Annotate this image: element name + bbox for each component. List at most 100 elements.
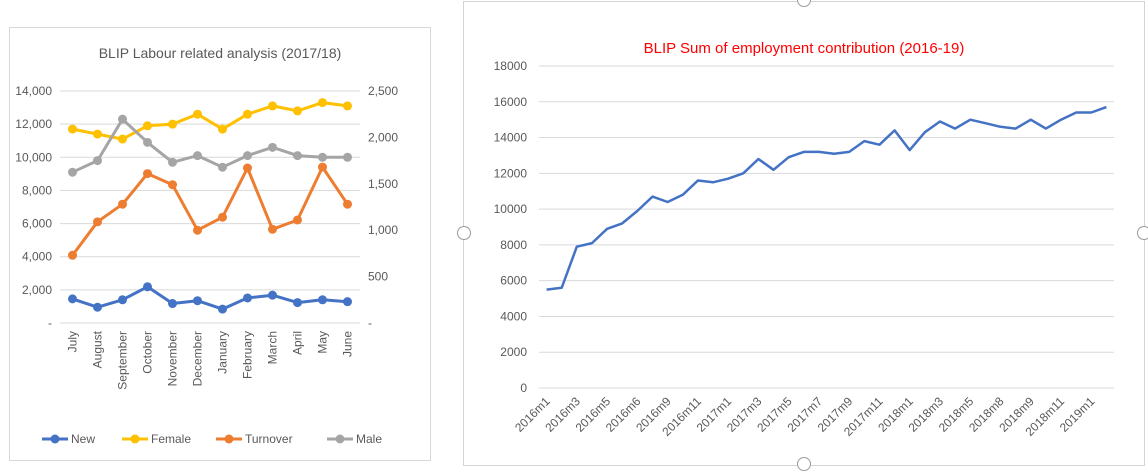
data-point-new <box>93 302 102 312</box>
chart-title: BLIP Sum of employment contribution (201… <box>644 40 965 57</box>
data-point-female <box>68 124 77 134</box>
data-point-new <box>318 295 327 305</box>
data-point-turnover <box>118 199 127 209</box>
data-point-female <box>93 129 102 139</box>
x-tick-label: April <box>291 331 305 355</box>
data-point-turnover <box>168 180 177 190</box>
chart-title: BLIP Labour related analysis (2017/18) <box>99 45 342 61</box>
y-right-tick-label: 1,000 <box>368 223 398 237</box>
legend-marker <box>224 434 234 444</box>
y-tick-label: 2000 <box>500 345 527 359</box>
data-point-turnover <box>218 212 227 222</box>
data-point-male <box>243 151 252 161</box>
x-tick-label: May <box>316 331 330 354</box>
y-left-tick-label: 8,000 <box>22 183 52 197</box>
data-point-female <box>268 101 277 111</box>
data-point-female <box>243 109 252 119</box>
data-point-female <box>218 124 227 134</box>
data-point-male <box>168 157 177 167</box>
legend-label: Male <box>356 432 382 446</box>
data-point-male <box>268 142 277 152</box>
legend-label: New <box>71 432 95 446</box>
data-point-female <box>193 109 202 119</box>
x-tick-label: August <box>91 330 105 368</box>
data-point-new <box>243 293 252 303</box>
data-point-male <box>318 152 327 162</box>
y-left-tick-label: 14,000 <box>15 84 52 98</box>
data-point-turnover <box>318 162 327 172</box>
x-tick-label: November <box>166 331 180 386</box>
data-point-turnover <box>193 225 202 235</box>
data-point-female <box>168 119 177 129</box>
data-point-female <box>118 134 127 144</box>
y-left-tick-label: 4,000 <box>22 250 52 264</box>
series-line-turnover <box>71 165 349 257</box>
x-tick-label: December <box>191 331 205 386</box>
y-tick-label: 4000 <box>500 309 527 323</box>
data-point-new <box>293 298 302 308</box>
data-point-new <box>168 299 177 309</box>
data-point-male <box>343 152 352 162</box>
series-line-male <box>71 117 348 174</box>
data-point-new <box>143 282 152 292</box>
data-point-new <box>268 290 277 300</box>
data-point-male <box>293 151 302 161</box>
data-point-male <box>143 137 152 147</box>
employment-contribution-chart: BLIP Sum of employment contribution (201… <box>494 40 1114 439</box>
legend-marker <box>130 434 140 444</box>
data-point-turnover <box>93 217 102 227</box>
data-point-new <box>218 304 227 314</box>
data-point-male <box>68 167 77 177</box>
data-point-new <box>343 297 352 307</box>
y-tick-label: 10000 <box>494 202 528 216</box>
y-left-tick-label: 12,000 <box>15 117 52 131</box>
y-right-tick-label: 2,500 <box>368 84 398 98</box>
data-point-turnover <box>268 224 277 234</box>
legend-marker <box>335 434 345 444</box>
y-right-tick-label: 1,500 <box>368 177 398 191</box>
labour-analysis-chart: BLIP Labour related analysis (2017/18) -… <box>15 45 398 446</box>
x-tick-label: January <box>216 331 230 374</box>
data-point-new <box>193 296 202 306</box>
y-right-tick-label: 500 <box>368 270 388 284</box>
y-right-tick-label: 2,000 <box>368 130 398 144</box>
x-tick-label: March <box>266 331 280 364</box>
labour-analysis-chart-panel: BLIP Labour related analysis (2017/18) -… <box>9 27 431 461</box>
data-point-female <box>293 106 302 116</box>
x-tick-label: October <box>141 331 155 374</box>
legend-label: Female <box>151 432 191 446</box>
series-line-employment <box>546 105 1107 291</box>
employment-contribution-chart-panel: BLIP Sum of employment contribution (201… <box>463 1 1145 466</box>
x-tick-label: July <box>66 331 80 352</box>
data-point-new <box>68 294 77 304</box>
data-point-male <box>93 156 102 166</box>
x-tick-label: February <box>241 331 255 379</box>
data-point-new <box>118 295 127 305</box>
y-tick-label: 12000 <box>494 166 528 180</box>
x-tick-label: June <box>341 331 355 357</box>
legend-marker <box>50 434 60 444</box>
data-point-male <box>193 151 202 161</box>
data-point-turnover <box>243 163 252 173</box>
y-tick-label: 0 <box>520 381 527 395</box>
data-point-turnover <box>68 250 77 260</box>
y-tick-label: 8000 <box>500 238 527 252</box>
data-point-male <box>218 162 227 172</box>
y-left-tick-label: 2,000 <box>22 283 52 297</box>
resize-handle-left[interactable] <box>457 226 471 240</box>
y-tick-label: 14000 <box>494 131 528 145</box>
resize-handle-right[interactable] <box>1137 226 1148 240</box>
data-point-female <box>143 121 152 131</box>
y-right-tick-label: - <box>368 316 372 330</box>
x-tick-label: September <box>116 331 130 390</box>
data-point-turnover <box>293 215 302 225</box>
data-point-turnover <box>143 169 152 179</box>
data-point-male <box>118 114 127 124</box>
data-point-female <box>318 98 327 108</box>
y-tick-label: 18000 <box>494 59 528 73</box>
data-point-turnover <box>343 199 352 209</box>
y-left-tick-label: 6,000 <box>22 217 52 231</box>
y-left-tick-label: - <box>48 316 52 330</box>
data-point-female <box>343 101 352 111</box>
y-tick-label: 16000 <box>494 95 528 109</box>
